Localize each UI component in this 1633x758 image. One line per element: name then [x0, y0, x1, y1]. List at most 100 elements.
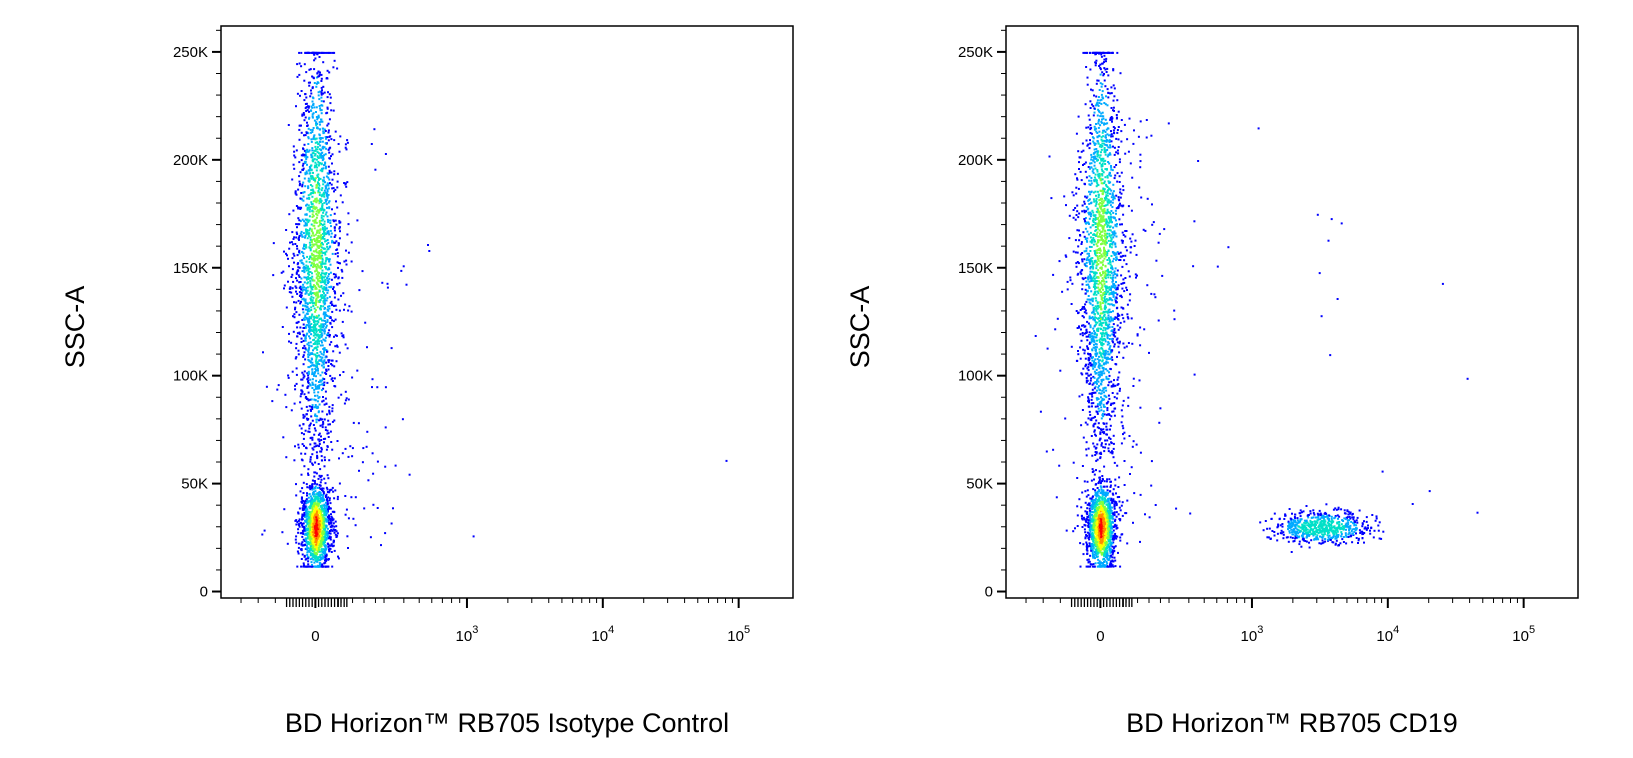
event-dot — [301, 185, 304, 188]
event-dot — [326, 107, 329, 110]
event-dot — [312, 135, 315, 138]
event-dot — [317, 300, 320, 303]
event-dot — [314, 495, 317, 498]
event-dot — [1116, 341, 1119, 344]
event-dot — [327, 131, 330, 134]
event-dot — [321, 377, 324, 380]
event-dot — [304, 103, 307, 105]
event-dot — [306, 206, 309, 209]
event-dot — [327, 521, 330, 524]
event-dot — [322, 533, 325, 536]
event-dot — [319, 476, 322, 479]
event-dot — [298, 234, 301, 237]
event-dot — [297, 262, 300, 265]
event-dot — [320, 216, 323, 219]
event-dot — [322, 147, 325, 150]
event-dot — [301, 270, 304, 272]
event-dot — [1075, 265, 1078, 268]
event-dot — [305, 110, 308, 112]
event-dot — [320, 497, 323, 500]
event-dot — [295, 236, 298, 239]
event-dot — [1110, 189, 1113, 192]
event-dot — [301, 330, 304, 333]
event-dot — [312, 305, 315, 307]
event-dot — [294, 357, 297, 360]
event-dot — [428, 250, 431, 252]
event-dot — [299, 285, 302, 288]
event-dot — [328, 200, 331, 203]
event-dot — [282, 436, 285, 439]
event-dot — [1107, 447, 1110, 450]
event-dot — [330, 363, 333, 365]
event-dot — [311, 463, 314, 466]
event-dot — [305, 515, 308, 518]
event-dot — [316, 316, 318, 319]
event-dot — [325, 211, 328, 214]
event-dot — [320, 249, 323, 251]
event-dot — [1080, 372, 1083, 375]
event-dot — [320, 364, 323, 367]
event-dot — [314, 243, 317, 246]
event-dot — [317, 157, 320, 159]
event-dot — [329, 219, 332, 222]
event-dot — [1112, 282, 1115, 285]
event-dot — [318, 290, 321, 293]
event-dot — [291, 268, 294, 271]
event-dot — [325, 258, 328, 261]
event-dot — [316, 53, 319, 56]
event-dot — [338, 226, 341, 229]
event-dot — [296, 321, 299, 324]
event-dot — [303, 465, 306, 468]
event-dot — [305, 154, 308, 157]
event-dot — [326, 106, 329, 109]
event-dot — [311, 175, 314, 178]
event-dot — [1109, 480, 1112, 483]
event-dot — [1094, 391, 1097, 394]
event-dot — [330, 551, 333, 553]
event-dot — [312, 219, 315, 222]
event-dot — [1116, 149, 1119, 152]
event-dot — [331, 359, 334, 362]
event-dot — [1105, 413, 1108, 416]
event-dot — [324, 307, 326, 309]
event-dot — [309, 408, 312, 411]
event-dot — [1107, 146, 1110, 149]
event-dot — [305, 447, 308, 450]
event-dot — [311, 313, 314, 316]
event-dot — [1105, 285, 1108, 288]
event-dot — [1093, 261, 1096, 264]
event-dot — [1094, 362, 1097, 364]
event-dot — [331, 178, 334, 181]
event-dot — [330, 138, 333, 141]
event-dot — [313, 445, 316, 448]
event-dot — [322, 492, 325, 495]
event-dot — [1100, 399, 1103, 402]
event-dot — [315, 356, 318, 359]
event-dot — [1098, 89, 1101, 91]
event-dot — [296, 521, 299, 523]
event-dot — [337, 242, 340, 245]
event-dot — [294, 306, 297, 309]
event-dot — [334, 318, 337, 321]
event-dot — [322, 130, 325, 133]
event-dot — [287, 376, 290, 379]
event-dot — [1101, 397, 1104, 400]
event-dot — [1103, 491, 1106, 494]
event-dot — [280, 271, 283, 274]
event-dot — [303, 444, 305, 447]
event-dot — [1102, 208, 1105, 211]
event-dot — [325, 239, 328, 242]
event-dot — [1092, 243, 1095, 246]
event-dot — [308, 427, 311, 430]
event-dot — [320, 526, 323, 529]
event-dot — [304, 326, 307, 329]
event-dot — [325, 554, 328, 557]
event-dot — [1126, 303, 1129, 306]
event-dot — [310, 285, 313, 288]
event-dot — [305, 540, 308, 543]
event-dot — [321, 423, 324, 426]
event-dot — [325, 165, 327, 168]
event-dot — [343, 402, 346, 405]
event-dot — [317, 438, 320, 441]
